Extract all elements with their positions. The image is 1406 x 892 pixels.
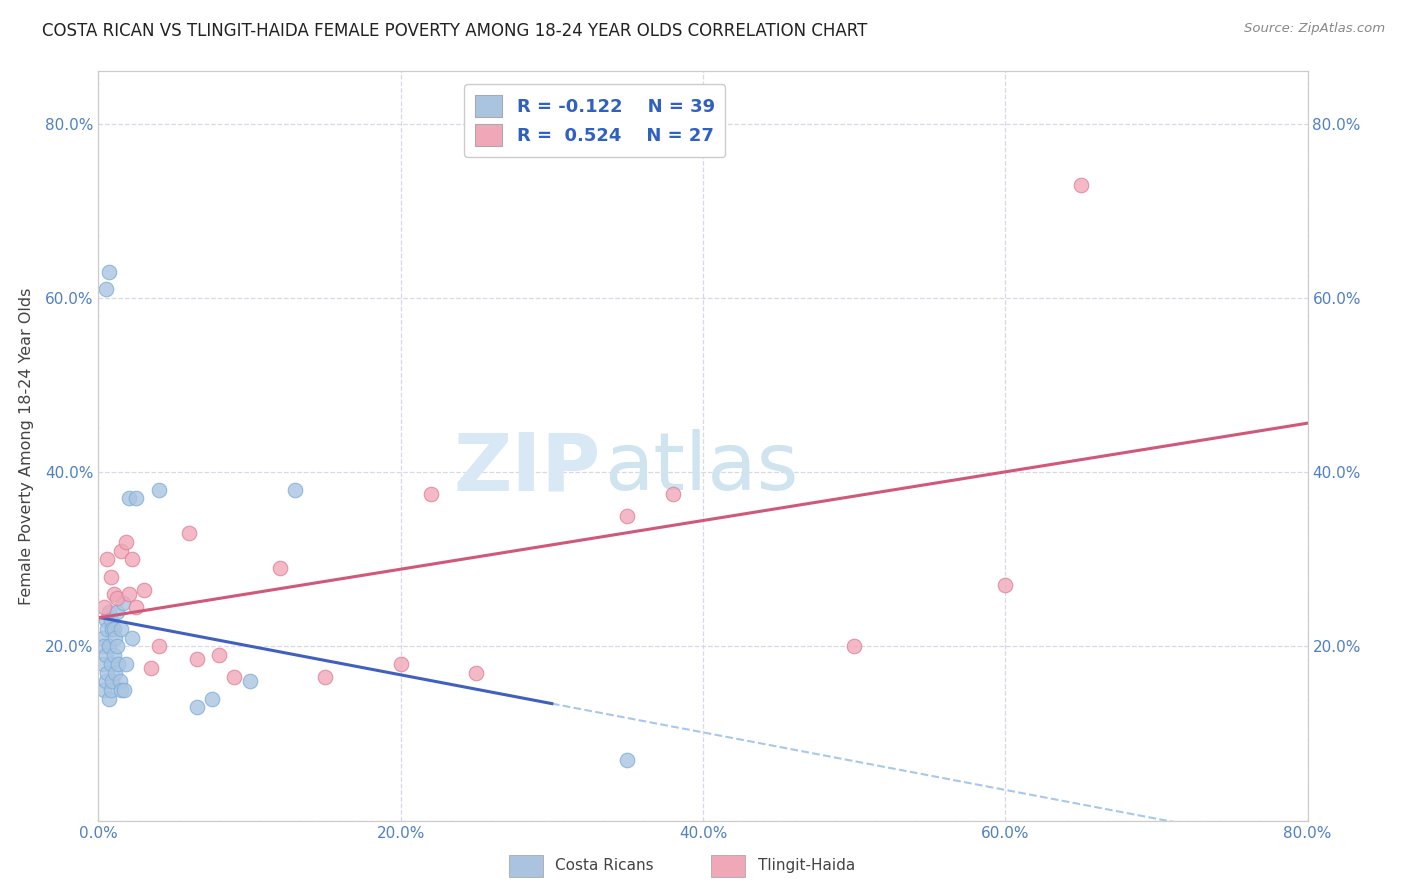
Bar [509,855,543,877]
Text: Source: ZipAtlas.com: Source: ZipAtlas.com [1244,22,1385,36]
Point [121,631,143,645]
Point [101,622,124,636]
Point [208,648,231,662]
Point [186,652,208,666]
Point [201,691,224,706]
Point [239,674,262,689]
Point [141,661,163,675]
Point [108,674,131,689]
Point [186,700,208,714]
Point [125,491,148,506]
Point [269,561,291,575]
Point [389,657,412,671]
Point [105,591,128,606]
Point [132,582,155,597]
Point [105,640,128,654]
Point [661,487,683,501]
Point [91,631,114,645]
Point [844,640,866,654]
Point [94,648,117,662]
Point [121,552,143,566]
Point [110,622,132,636]
Point [616,753,638,767]
Point [96,622,118,636]
Point [114,534,136,549]
Point [107,657,129,671]
Point [114,657,136,671]
Point [994,578,1017,592]
Text: ZIP: ZIP [453,429,600,508]
Point [98,691,121,706]
Text: COSTA RICAN VS TLINGIT-HAIDA FEMALE POVERTY AMONG 18-24 YEAR OLDS CORRELATION CH: COSTA RICAN VS TLINGIT-HAIDA FEMALE POVE… [42,22,868,40]
Point [100,570,122,584]
Point [103,648,125,662]
Point [148,483,170,497]
Point [112,682,135,697]
Point [148,640,170,654]
Point [1070,178,1092,192]
Point [101,674,124,689]
Point [110,682,132,697]
Bar [711,855,745,877]
Text: Tlingit-Haida: Tlingit-Haida [758,858,855,873]
Point [100,657,122,671]
Point [111,596,134,610]
Point [98,640,121,654]
Point [94,282,117,296]
Point [224,670,246,684]
Point [314,670,336,684]
Point [100,613,122,627]
Text: atlas: atlas [603,429,799,508]
Point [616,508,638,523]
Y-axis label: Female Poverty Among 18-24 Year Olds: Female Poverty Among 18-24 Year Olds [18,287,34,605]
Point [103,587,125,601]
Point [93,682,115,697]
Point [105,605,128,619]
Point [104,665,127,680]
Point [118,491,141,506]
Point [96,665,118,680]
Point [96,552,118,566]
Point [93,600,115,615]
Point [93,640,115,654]
Legend: R = -0.122    N = 39, R =  0.524    N = 27: R = -0.122 N = 39, R = 0.524 N = 27 [464,84,725,157]
Point [103,622,125,636]
Point [420,487,443,501]
Text: Costa Ricans: Costa Ricans [555,858,654,873]
Point [100,682,122,697]
Point [284,483,307,497]
Point [179,526,201,541]
Point [125,600,148,615]
Point [465,665,488,680]
Point [94,674,117,689]
Point [104,631,127,645]
Point [98,265,121,279]
Point [94,613,117,627]
Point [91,657,114,671]
Point [118,587,141,601]
Point [98,605,121,619]
Point [110,543,132,558]
